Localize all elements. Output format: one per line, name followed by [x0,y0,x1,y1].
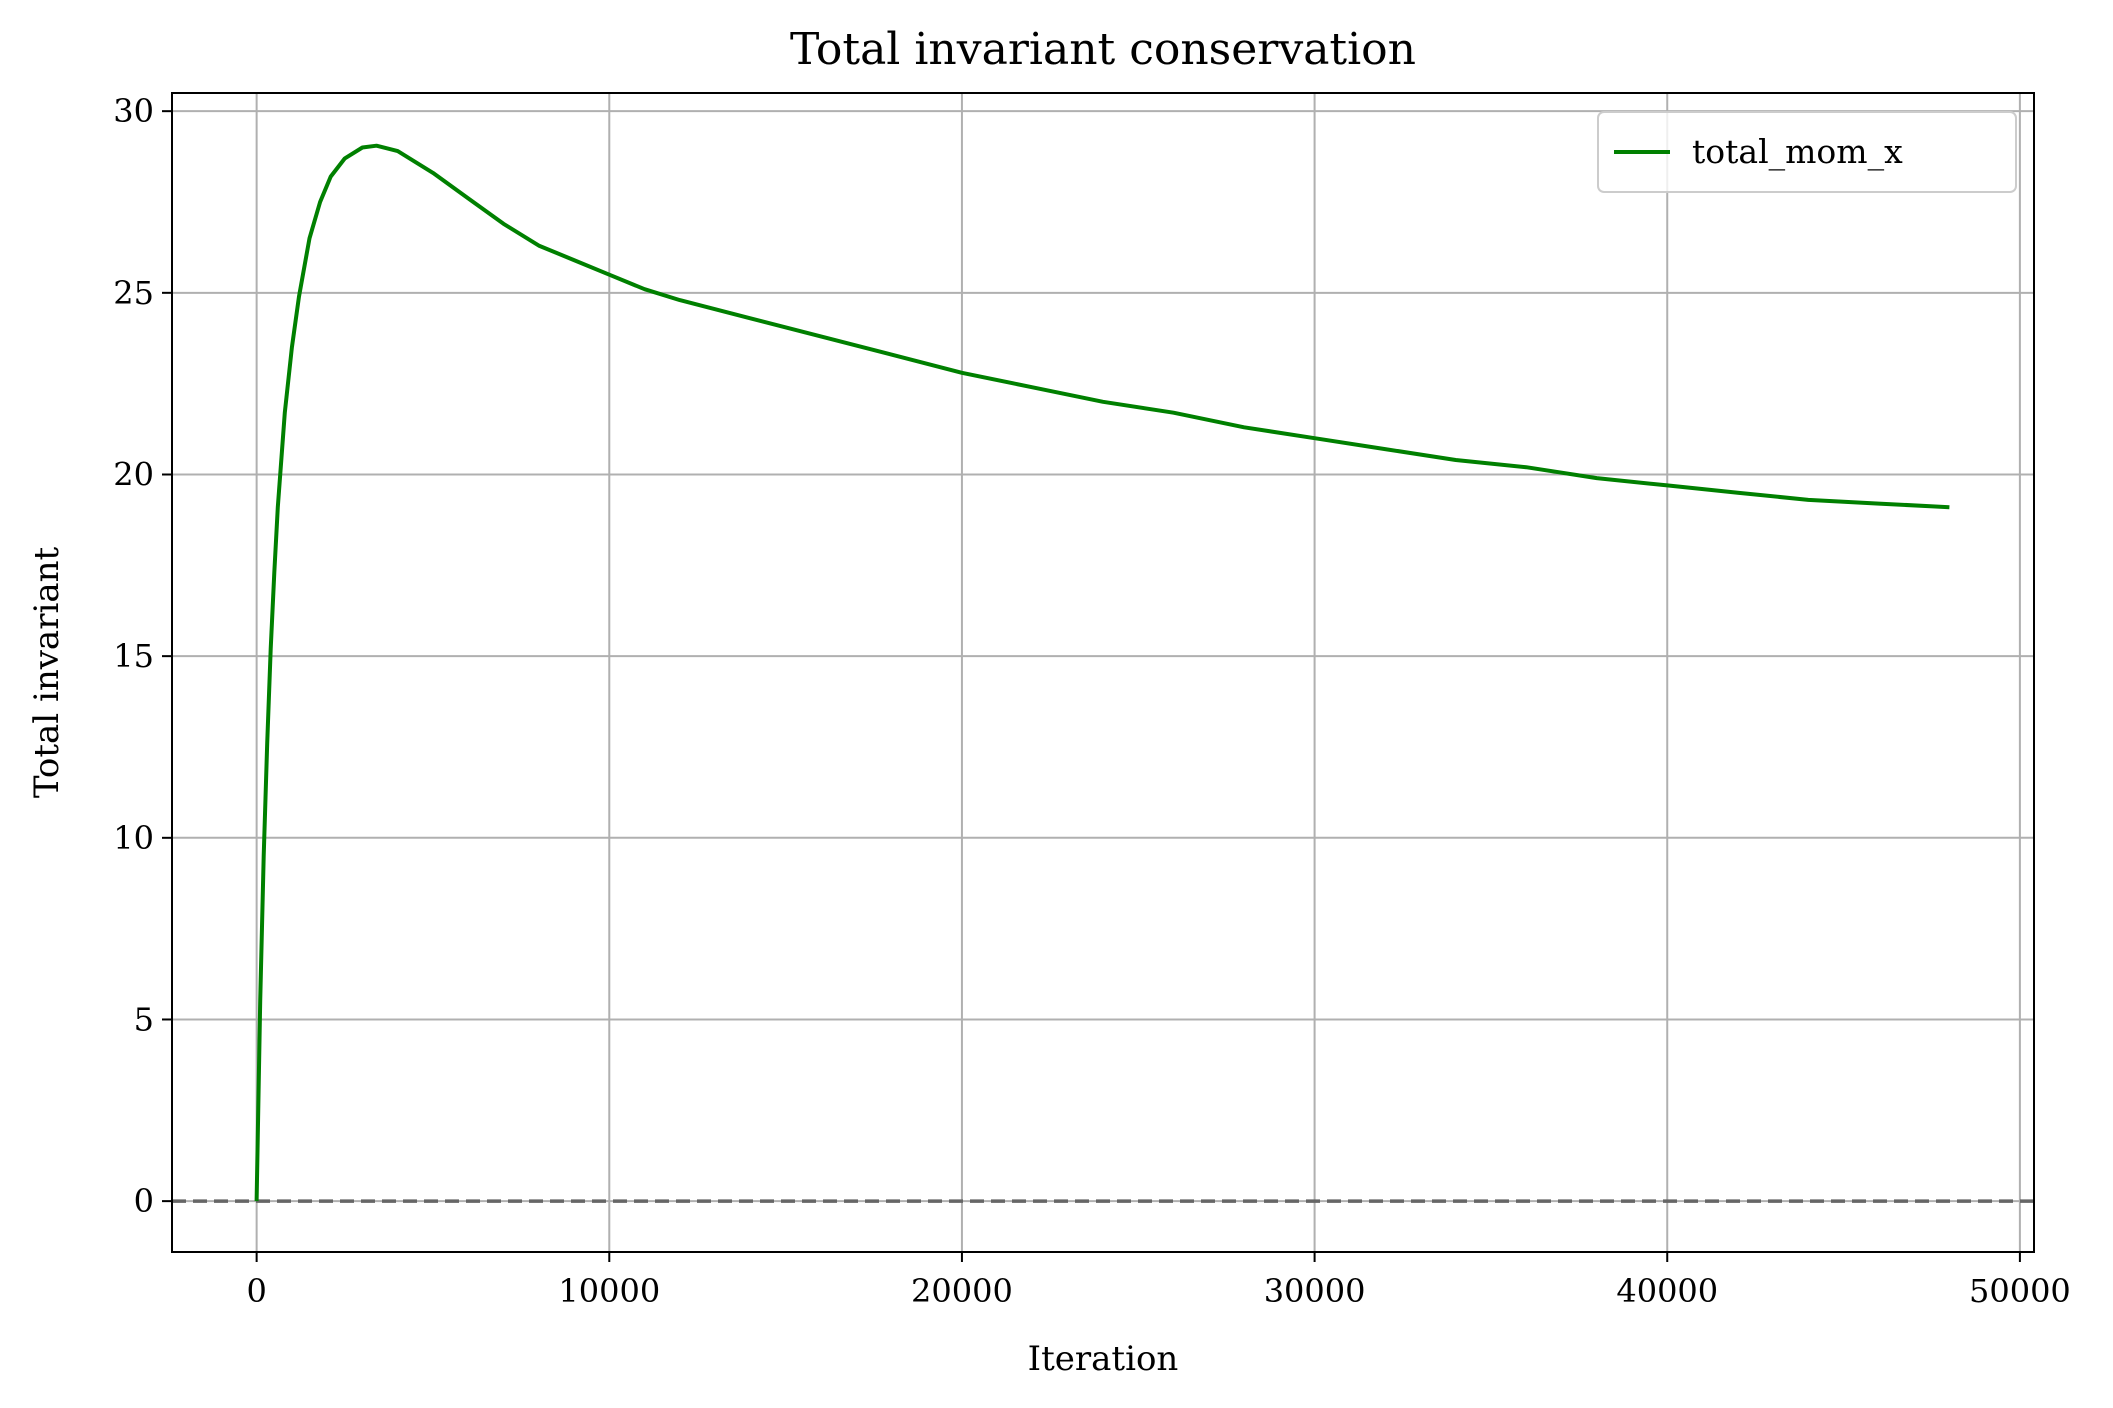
legend-label: total_mom_x [1692,132,1903,172]
x-tick-label: 0 [246,1272,266,1310]
x-tick-label: 10000 [558,1272,660,1310]
y-axis-label: Total invariant [27,547,67,799]
y-tick-label: 5 [134,1000,154,1038]
series-layer [254,143,1950,1202]
x-tick-label: 50000 [1969,1272,2071,1310]
y-tick-label: 10 [113,819,154,857]
y-tick-label: 20 [113,455,154,493]
x-axis-label: Iteration [1028,1339,1179,1379]
legend: total_mom_x [1597,111,2017,193]
grid [172,93,2034,1252]
y-tick-label: 30 [113,92,154,130]
axes-frame [171,92,2035,1253]
y-tick-label: 15 [113,637,154,675]
x-tick-label: 20000 [911,1272,1013,1310]
x-tick-label: 30000 [1264,1272,1366,1310]
y-tick-label: 25 [113,274,154,312]
legend-box [1597,111,2017,193]
series-line [254,143,1950,1202]
x-tick-label: 40000 [1616,1272,1718,1310]
y-tick-label: 0 [134,1182,154,1220]
chart-title: Total invariant conservation [790,24,1416,75]
ticks: 0 10000 20000 30000 40000 50000 0 5 10 15 20 25 30 [113,92,2071,1310]
